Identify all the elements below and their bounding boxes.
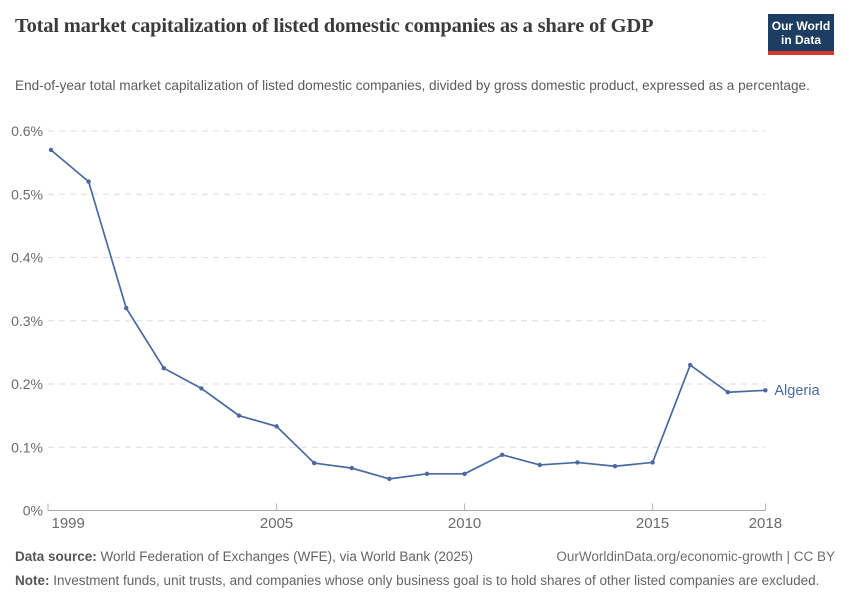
data-point xyxy=(462,471,467,477)
data-point xyxy=(274,424,279,429)
data-point xyxy=(725,390,730,395)
x-tick-label: 1999 xyxy=(52,515,85,532)
data-point xyxy=(48,147,54,153)
data-point xyxy=(349,465,354,471)
data-point xyxy=(575,460,580,465)
data-point xyxy=(161,365,166,371)
series-line xyxy=(50,149,767,480)
y-tick-label: 0.3% xyxy=(11,313,43,329)
data-source: Data source: World Federation of Exchang… xyxy=(15,548,473,566)
x-tick-label: 2015 xyxy=(636,515,669,532)
series-label: Algeria xyxy=(774,383,820,399)
data-point xyxy=(763,388,768,393)
data-point xyxy=(612,464,618,469)
owid-logo: Our World in Data xyxy=(768,14,834,55)
owid-logo-line2: in Data xyxy=(780,33,821,47)
owid-logo-line1: Our World xyxy=(771,19,831,33)
data-point xyxy=(650,460,655,465)
data-point xyxy=(199,386,204,391)
y-tick-label: 0.5% xyxy=(11,186,43,202)
y-tick-label: 0% xyxy=(23,503,43,519)
x-tick-label: 2018 xyxy=(749,515,782,532)
y-tick-label: 0.4% xyxy=(11,250,43,266)
y-tick-label: 0.2% xyxy=(11,376,43,392)
data-point xyxy=(387,476,392,482)
footer-link[interactable]: OurWorldinData.org/economic-growth | CC … xyxy=(556,549,835,564)
data-point xyxy=(424,471,430,477)
data-point xyxy=(124,305,129,311)
data-source-text: World Federation of Exchanges (WFE), via… xyxy=(96,549,473,564)
x-tick-label: 2005 xyxy=(260,515,293,532)
chart-subtitle: End-of-year total market capitalization … xyxy=(15,78,810,93)
x-tick-label: 2010 xyxy=(448,515,481,532)
data-point xyxy=(312,460,317,466)
footer-note: Note: Investment funds, unit trusts, and… xyxy=(15,572,825,590)
footer-note-label: Note: xyxy=(15,573,50,588)
data-point xyxy=(86,179,91,184)
data-point xyxy=(688,362,693,368)
data-point xyxy=(537,462,542,468)
y-tick-label: 0.1% xyxy=(11,439,43,455)
footer-note-text: Investment funds, unit trusts, and compa… xyxy=(49,573,820,588)
data-source-label: Data source: xyxy=(15,549,97,564)
y-tick-label: 0.6% xyxy=(11,123,43,139)
data-point xyxy=(236,413,242,418)
data-point xyxy=(500,452,505,458)
chart-title: Total market capitalization of listed do… xyxy=(15,15,654,37)
